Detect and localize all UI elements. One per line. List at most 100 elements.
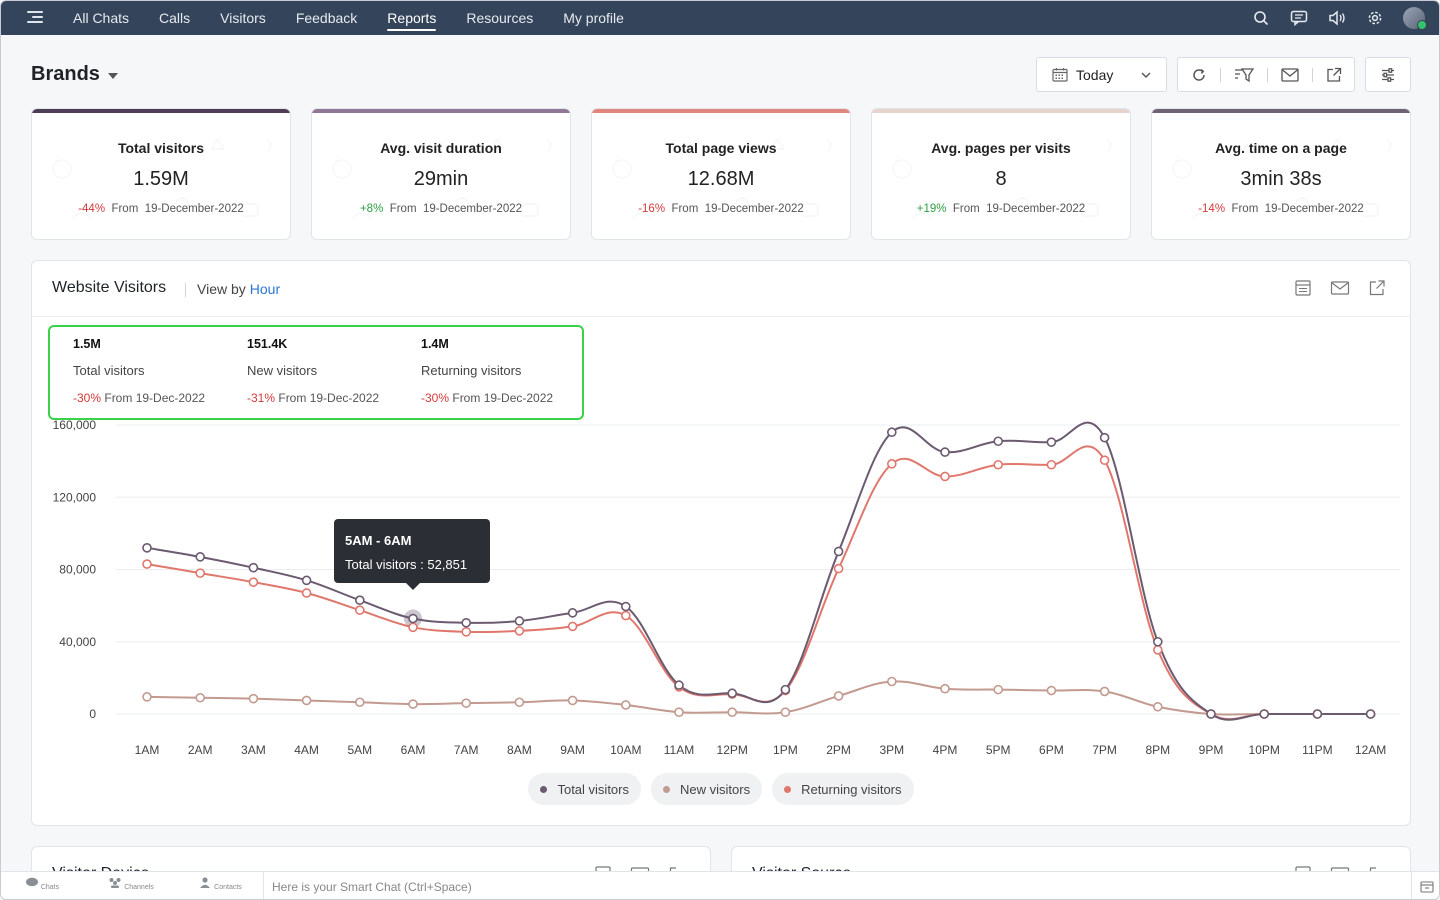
kpi-value: 1.59M: [133, 168, 189, 190]
summary-delta-from: From 19-Dec-2022: [104, 391, 206, 405]
header-separator: [185, 283, 186, 297]
bottom-channels[interactable]: Channels: [101, 877, 161, 891]
customize-button[interactable]: [1365, 57, 1411, 92]
kpi-card-total-page-views[interactable]: Total page views 12.68M -16% From 19-Dec…: [591, 108, 851, 240]
bottom-chats-label: Chats: [40, 884, 60, 891]
legend-item-returning-visitors[interactable]: Returning visitors: [772, 773, 914, 805]
summary-value: 151.4K: [247, 337, 288, 351]
data-point: [620, 700, 631, 710]
kpi-delta-percent: +19%: [916, 203, 947, 215]
kpi-delta: -16% From 19-December-2022: [592, 203, 850, 215]
data-point: [142, 559, 152, 569]
kpi-accent-bar: [592, 109, 850, 113]
kpi-delta: +8% From 19-December-2022: [312, 203, 570, 215]
table-view-icon[interactable]: [1294, 279, 1312, 297]
kpi-background-pattern: [892, 137, 1112, 220]
kpi-from-label: From: [671, 203, 699, 215]
kpi-card-total-visitors[interactable]: Total visitors 1.59M -44% From 19-Decemb…: [31, 108, 291, 240]
panel-title: Website Visitors: [52, 279, 167, 296]
kpi-delta: -44% From 19-December-2022: [32, 203, 290, 215]
data-point: [940, 471, 950, 482]
sliders-icon: [1382, 67, 1394, 82]
export-icon[interactable]: [1326, 67, 1342, 83]
nav-visitors[interactable]: Visitors: [220, 10, 266, 26]
nav-resources[interactable]: Resources: [466, 10, 534, 26]
bottom-contacts-label: Contacts: [214, 884, 242, 891]
legend-item-total-visitors[interactable]: Total visitors: [528, 773, 641, 805]
kpi-delta: -14% From 19-December-2022: [1152, 203, 1410, 215]
kpi-delta-percent: -44%: [78, 203, 106, 215]
nav-calls[interactable]: Calls: [159, 10, 191, 26]
kpi-background-pattern: [332, 137, 552, 220]
kpi-from-date: 19-December-2022: [1264, 203, 1364, 215]
kpi-card-avg-pages-per-visit[interactable]: Avg. pages per visits 8 +19% From 19-Dec…: [871, 108, 1131, 240]
speaker-icon[interactable]: [1327, 8, 1347, 28]
data-point: [354, 605, 365, 615]
summary-delta: -31% From 19-Dec-2022: [247, 391, 417, 405]
data-point: [1099, 455, 1110, 466]
menu-toggle-icon[interactable]: [27, 11, 43, 25]
export-icon[interactable]: [1368, 279, 1386, 297]
chats-icon: [25, 877, 38, 887]
kpi-from-date: 19-December-2022: [422, 203, 523, 215]
data-point: [833, 563, 844, 574]
data-point: [408, 613, 418, 624]
brands-selector[interactable]: Brands: [31, 63, 118, 86]
kpi-card-avg-visit-duration[interactable]: Avg. visit duration 29min +8% From 19-De…: [311, 108, 571, 240]
kpi-value: 29min: [413, 168, 469, 190]
bottom-chats[interactable]: Chats: [12, 877, 72, 891]
gear-icon[interactable]: [1365, 8, 1385, 28]
mail-icon[interactable]: [1330, 279, 1350, 297]
data-point: [248, 693, 259, 704]
legend-label: Returning visitors: [801, 781, 902, 797]
chat-bubble-icon[interactable]: [1289, 8, 1309, 28]
kpi-value: 3min 38s: [1240, 168, 1322, 190]
bottom-right-button[interactable]: [1411, 872, 1439, 899]
view-by-hour-link[interactable]: Hour: [249, 281, 281, 297]
kpi-value: 12.68M: [687, 168, 755, 190]
data-point: [514, 616, 525, 626]
mail-icon[interactable]: [1280, 67, 1299, 82]
x-tick-label: 4PM: [933, 743, 958, 757]
refresh-icon[interactable]: [1191, 67, 1207, 83]
nav-reports[interactable]: Reports: [372, 1, 451, 35]
website-visitors-panel: Website Visitors View by Hour 1.5M Total …: [31, 260, 1411, 826]
kpi-delta-percent: -16%: [638, 203, 666, 215]
x-tick-label: 6PM: [1039, 743, 1064, 757]
summary-label: New visitors: [247, 363, 318, 378]
data-point: [195, 692, 205, 703]
user-avatar[interactable]: [1403, 7, 1427, 30]
x-tick-label: 5AM: [347, 743, 372, 757]
kpi-card-avg-time-on-page[interactable]: Avg. time on a page 3min 38s -14% From 1…: [1151, 108, 1411, 240]
data-point: [833, 691, 844, 701]
x-tick-label: 1AM: [135, 743, 160, 757]
x-tick-label: 2AM: [188, 743, 213, 757]
data-point: [886, 459, 897, 469]
kpi-accent-bar: [872, 109, 1130, 113]
smart-chat-input[interactable]: Here is your Smart Chat (Ctrl+Space): [272, 880, 472, 894]
visitor-summary-box: 1.5M Total visitors -30% From 19-Dec-202…: [48, 325, 584, 420]
data-point: [1259, 709, 1269, 719]
data-point: [1099, 686, 1110, 697]
data-point: [886, 427, 897, 438]
chart-legend: Total visitors New visitors Returning vi…: [32, 773, 1410, 805]
summary-delta-percent: -30%: [421, 391, 450, 405]
data-point: [1099, 432, 1110, 443]
kpi-title: Total visitors: [117, 140, 205, 156]
date-filter-dropdown[interactable]: Today: [1036, 57, 1167, 92]
legend-item-new-visitors[interactable]: New visitors: [651, 773, 763, 805]
filter-icon[interactable]: [1234, 67, 1254, 83]
summary-delta: -30% From 19-Dec-2022: [421, 391, 591, 405]
bottom-contacts[interactable]: Contacts: [190, 877, 250, 891]
x-tick-label: 12AM: [1355, 743, 1386, 757]
data-point: [620, 601, 631, 612]
nav-my-profile[interactable]: My profile: [563, 10, 624, 26]
nav-all-chats[interactable]: All Chats: [73, 10, 130, 26]
nav-feedback[interactable]: Feedback: [295, 10, 358, 26]
kpi-background-pattern: [52, 137, 272, 220]
data-point: [567, 608, 578, 618]
summary-total-visitors: 1.5M Total visitors -30% From 19-Dec-202…: [73, 337, 243, 405]
search-icon[interactable]: [1251, 8, 1271, 28]
x-tick-label: 8AM: [507, 743, 532, 757]
